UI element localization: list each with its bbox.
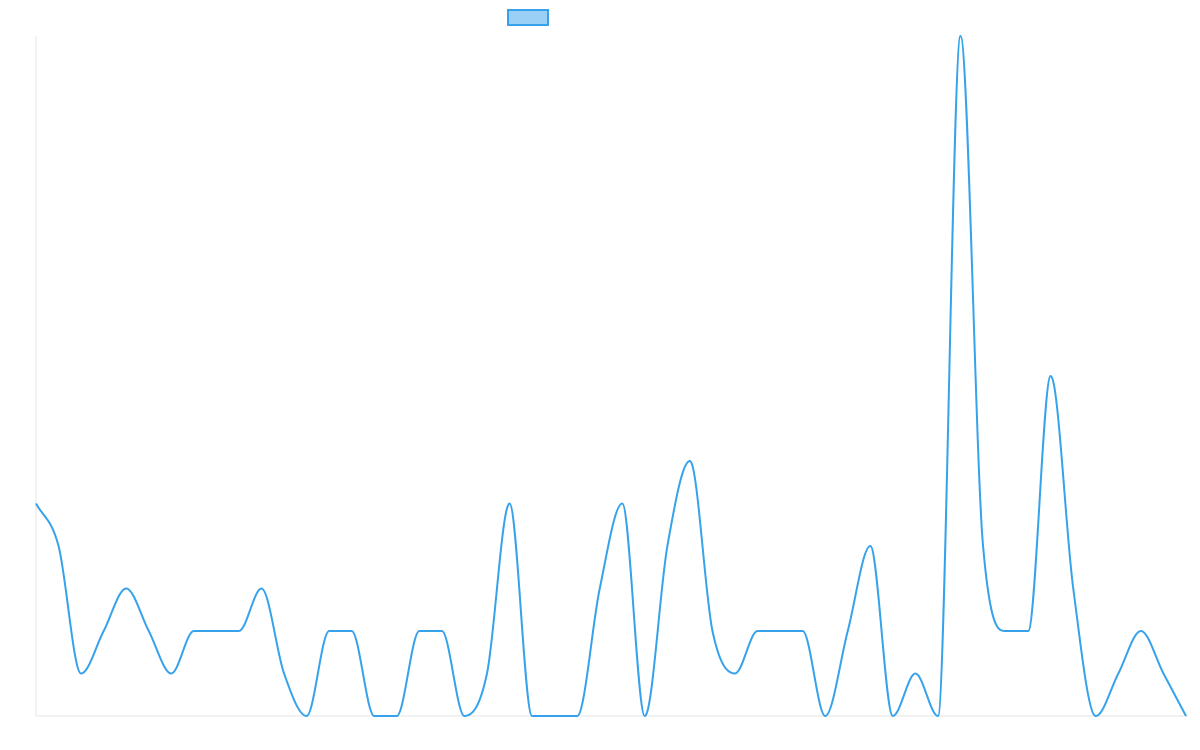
data-point[interactable]: [326, 628, 332, 634]
data-point[interactable]: [371, 713, 377, 719]
data-point[interactable]: [597, 586, 603, 592]
legend[interactable]: [507, 9, 549, 26]
data-point[interactable]: [507, 501, 513, 507]
series-layer: [33, 33, 1189, 719]
data-point[interactable]: [461, 713, 467, 719]
data-point[interactable]: [867, 543, 873, 549]
data-point[interactable]: [101, 628, 107, 634]
data-point[interactable]: [980, 543, 986, 549]
data-point[interactable]: [732, 671, 738, 677]
data-point[interactable]: [349, 628, 355, 634]
data-point[interactable]: [912, 671, 918, 677]
data-point[interactable]: [845, 628, 851, 634]
data-point[interactable]: [1003, 628, 1009, 634]
data-point[interactable]: [416, 628, 422, 634]
data-point[interactable]: [755, 628, 761, 634]
data-point[interactable]: [236, 628, 242, 634]
series-line: [35, 35, 1187, 717]
data-point[interactable]: [664, 543, 670, 549]
data-point[interactable]: [935, 713, 941, 719]
data-point[interactable]: [484, 671, 490, 677]
legend-swatch[interactable]: [507, 9, 549, 26]
data-point[interactable]: [529, 713, 535, 719]
data-point[interactable]: [958, 33, 964, 39]
data-point[interactable]: [191, 628, 197, 634]
data-point[interactable]: [777, 628, 783, 634]
data-point[interactable]: [822, 713, 828, 719]
data-point[interactable]: [78, 671, 84, 677]
data-point[interactable]: [687, 458, 693, 464]
data-point[interactable]: [800, 628, 806, 634]
data-point[interactable]: [33, 501, 39, 507]
data-point[interactable]: [168, 671, 174, 677]
data-point[interactable]: [1115, 671, 1121, 677]
data-point[interactable]: [1183, 713, 1189, 719]
data-point[interactable]: [1025, 628, 1031, 634]
data-point[interactable]: [1093, 713, 1099, 719]
data-point[interactable]: [1048, 373, 1054, 379]
data-point[interactable]: [1160, 671, 1166, 677]
data-point[interactable]: [439, 628, 445, 634]
data-point[interactable]: [304, 713, 310, 719]
data-point[interactable]: [1138, 628, 1144, 634]
data-point[interactable]: [574, 713, 580, 719]
data-point[interactable]: [552, 713, 558, 719]
data-point[interactable]: [642, 713, 648, 719]
data-point[interactable]: [1070, 586, 1076, 592]
data-point[interactable]: [258, 586, 264, 592]
data-point[interactable]: [890, 713, 896, 719]
data-point[interactable]: [123, 586, 129, 592]
data-point[interactable]: [146, 628, 152, 634]
data-point[interactable]: [281, 671, 287, 677]
data-point[interactable]: [56, 543, 62, 549]
data-point[interactable]: [619, 501, 625, 507]
axes: [35, 36, 1188, 717]
data-point[interactable]: [709, 628, 715, 634]
data-point[interactable]: [394, 713, 400, 719]
data-point[interactable]: [213, 628, 219, 634]
